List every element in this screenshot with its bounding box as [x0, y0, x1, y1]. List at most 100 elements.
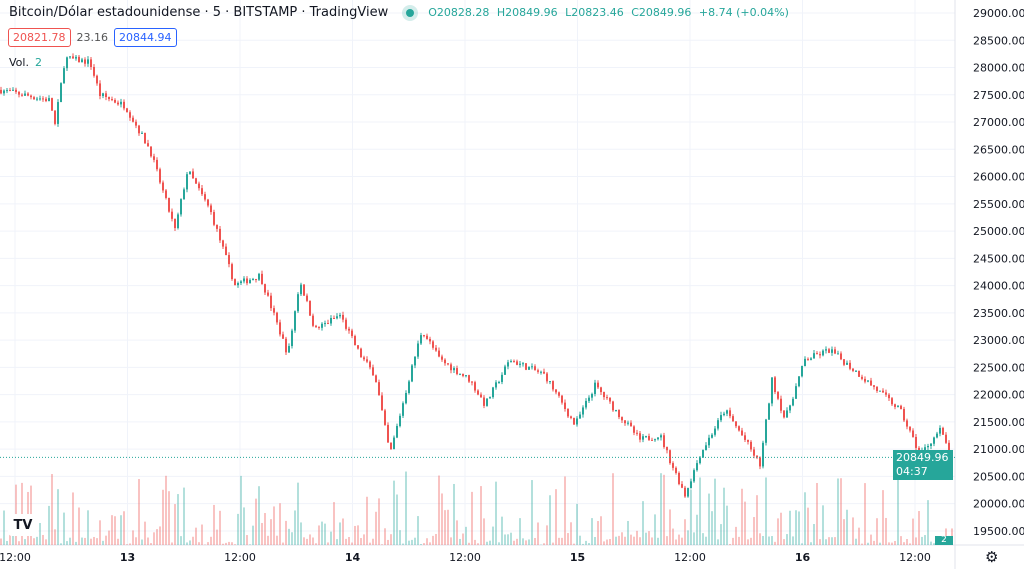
- tradingview-logo-icon[interactable]: TV: [8, 514, 38, 536]
- volume-bar: [495, 481, 497, 545]
- candle-body: [201, 188, 203, 195]
- volume-bar: [555, 489, 557, 545]
- volume-bar: [621, 532, 623, 545]
- buy-button[interactable]: 20844.94: [114, 28, 177, 47]
- candle-body: [399, 415, 401, 426]
- candle-body: [270, 295, 272, 309]
- y-tick-label: 26000.00: [973, 171, 1024, 184]
- volume-bar: [891, 542, 893, 545]
- candle-body: [168, 197, 170, 212]
- sell-button[interactable]: 20821.78: [8, 28, 71, 47]
- volume-bar: [411, 539, 413, 545]
- candle-body: [183, 189, 185, 200]
- candle-body: [603, 392, 605, 398]
- volume-bar: [696, 514, 698, 545]
- volume-bar: [186, 542, 188, 545]
- candle-body: [453, 368, 455, 371]
- candle-body: [351, 330, 353, 337]
- candle-body: [684, 487, 686, 497]
- candle-body: [48, 98, 50, 102]
- candle-body: [84, 59, 86, 64]
- candle-body: [234, 279, 236, 286]
- volume-bar: [711, 511, 713, 545]
- candle-body: [189, 171, 191, 175]
- candle-body: [849, 362, 851, 369]
- candle-body: [657, 437, 659, 440]
- x-tick-label: 14: [345, 551, 361, 564]
- candle-body: [312, 315, 314, 326]
- candle-body: [414, 356, 416, 366]
- volume-bar: [390, 534, 392, 545]
- volume-bar: [573, 543, 575, 545]
- volume-bar: [366, 496, 368, 545]
- candle-body: [330, 318, 332, 324]
- candle-body: [543, 371, 545, 374]
- candle-body: [624, 420, 626, 424]
- candle-body: [909, 426, 911, 431]
- volume-bar: [534, 537, 536, 545]
- volume-bar: [861, 543, 863, 545]
- candle-body: [534, 366, 536, 371]
- volume-bar: [258, 486, 260, 545]
- volume-bar: [483, 518, 485, 545]
- volume-bar: [594, 537, 596, 545]
- candle-body: [714, 428, 716, 435]
- volume-bar: [195, 527, 197, 545]
- gear-icon[interactable]: ⚙: [985, 548, 999, 566]
- y-tick-label: 25500.00: [973, 198, 1024, 211]
- candle-body: [474, 382, 476, 391]
- volume-bar: [381, 544, 383, 545]
- volume-bar: [174, 504, 176, 545]
- candle-body: [705, 445, 707, 451]
- candle-body: [885, 392, 887, 395]
- volume-bar: [168, 491, 170, 545]
- volume-bar: [867, 542, 869, 545]
- volume-bar: [87, 510, 89, 545]
- volume-bar: [321, 521, 323, 545]
- candle-body: [585, 400, 587, 408]
- volume-legend[interactable]: Vol. 2: [9, 56, 42, 69]
- candle-body: [933, 437, 935, 444]
- candle-body: [609, 397, 611, 402]
- candle-body: [945, 434, 947, 443]
- volume-bar: [585, 540, 587, 545]
- candle-body: [81, 59, 83, 63]
- volume-bar: [852, 517, 854, 545]
- market-open-dot-icon: [406, 8, 415, 17]
- volume-bar: [309, 534, 311, 545]
- candle-body: [468, 375, 470, 382]
- volume-bar: [882, 490, 884, 545]
- volume-bar: [699, 477, 701, 545]
- volume-bar: [213, 504, 215, 545]
- candle-body: [822, 350, 824, 356]
- volume-bar: [288, 528, 290, 545]
- volume-bar: [921, 536, 923, 545]
- volume-bar: [3, 510, 5, 545]
- volume-bar: [348, 537, 350, 545]
- volume-bar: [915, 537, 917, 545]
- candle-body: [423, 335, 425, 337]
- candle-body: [696, 463, 698, 471]
- volume-bar: [171, 542, 173, 545]
- volume-bar: [741, 488, 743, 545]
- volume-bar: [141, 539, 143, 545]
- volume-bar: [165, 475, 167, 545]
- volume-bar: [810, 542, 812, 545]
- candle-body: [249, 279, 251, 284]
- symbol-title[interactable]: Bitcoin/Dólar estadounidense · 5 · BITST…: [9, 5, 389, 20]
- candle-body: [66, 57, 68, 69]
- candle-body: [726, 410, 728, 414]
- volume-bar: [657, 537, 659, 545]
- volume-bar: [735, 526, 737, 545]
- volume-bar: [714, 478, 716, 545]
- volume-bar: [762, 535, 764, 545]
- candle-body: [216, 224, 218, 229]
- volume-bar: [687, 530, 689, 545]
- volume-bar: [240, 475, 242, 545]
- candle-body: [786, 410, 788, 418]
- candle-body: [111, 99, 113, 101]
- candle-body: [861, 376, 863, 379]
- y-tick-label: 23000.00: [973, 334, 1024, 347]
- volume-bar: [726, 505, 728, 545]
